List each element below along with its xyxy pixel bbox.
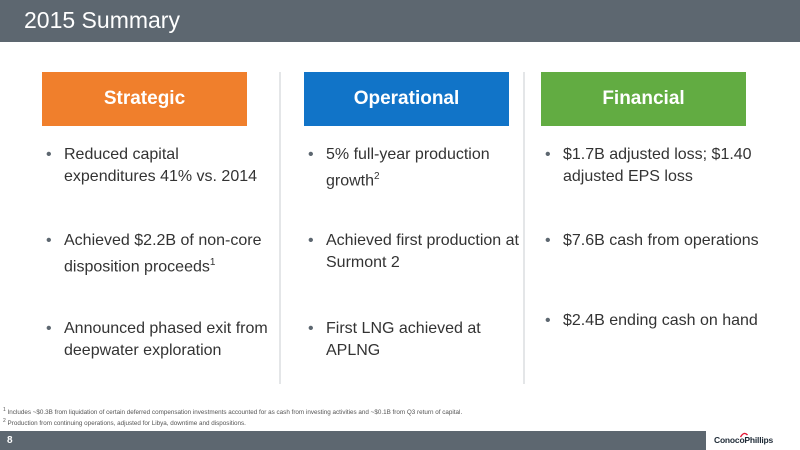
title-bar: 2015 Summary [0,0,800,42]
page-title: 2015 Summary [24,7,180,33]
strategic-column: Strategic • Reduced capital expenditures … [42,72,268,359]
strategic-header: Strategic [42,72,247,126]
bullet-dot-icon: • [545,146,551,163]
bullet-item: • $7.6B cash from operations [541,230,773,252]
footnote-ref: 2 [374,171,380,182]
financial-column: Financial • $1.7B adjusted loss; $1.40 ad… [541,72,759,329]
bullet-item: • Reduced capital expenditures 41% vs. 20… [46,146,258,185]
bullet-item: • $2.4B ending cash on hand [541,310,773,332]
bullet-item: • 5% full-year production growth2 [308,146,490,190]
bullet-dot-icon: • [308,232,314,249]
footnote-1: 1 Includes ~$0.3B from liquidation of ce… [3,407,463,417]
bullet-dot-icon: • [545,232,551,249]
bullet-dot-icon: • [308,320,314,337]
bullet-dot-icon: • [46,320,52,337]
bullet-dot-icon: • [545,312,551,329]
bullet-item: • First LNG achieved at APLNG [308,320,481,359]
page-number: 8 [7,435,13,446]
column-divider [523,72,525,384]
logo-swoosh-icon [740,432,748,438]
bullet-item: • Announced phased exit from deepwater ex… [46,320,268,359]
company-logo: ConocoPhillips [706,431,800,450]
footer-bar: 8 ConocoPhillips [0,431,800,450]
financial-header: Financial [541,72,746,126]
bullet-item: • Achieved $2.2B of non-core disposition … [46,232,262,276]
bullet-item: • Achieved first production at Surmont 2 [308,232,519,271]
bullet-dot-icon: • [308,146,314,163]
operational-header: Operational [304,72,509,126]
bullet-dot-icon: • [46,146,52,163]
bullet-item: • $1.7B adjusted loss; $1.40 adjusted EPS… [545,146,752,185]
logo-text: ConocoPhillips [714,435,774,445]
footnotes: 1 Includes ~$0.3B from liquidation of ce… [3,406,462,428]
footnote-ref: 1 [209,257,216,268]
bullet-dot-icon: • [46,232,52,249]
operational-column: Operational • 5% full-year production gro… [304,72,519,359]
column-divider [279,72,281,384]
footnote-2: 2 Production from continuing operations,… [3,418,246,428]
